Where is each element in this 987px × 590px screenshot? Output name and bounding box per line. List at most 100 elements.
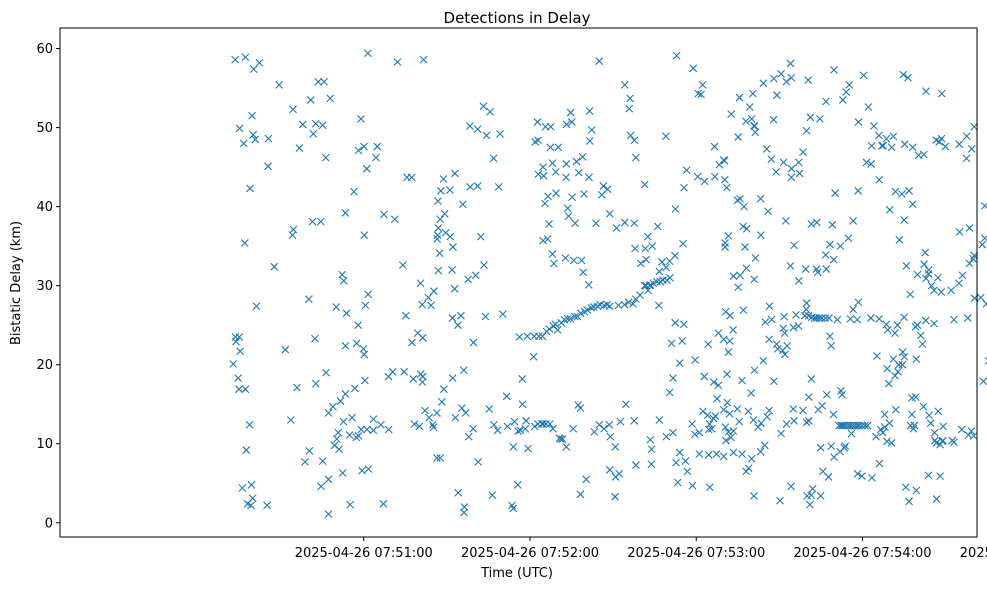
data-point-marker: [965, 224, 974, 232]
data-point-marker: [802, 305, 811, 314]
data-point-marker: [502, 392, 511, 401]
data-point-marker: [459, 200, 467, 209]
data-point-marker: [829, 255, 838, 264]
data-point-marker: [779, 324, 788, 333]
data-point-marker: [934, 407, 943, 416]
data-point-marker: [358, 466, 366, 475]
data-point-marker: [647, 460, 656, 469]
data-point-marker: [566, 108, 575, 117]
data-point-marker: [335, 445, 343, 454]
y-tick-label: 20: [36, 358, 53, 373]
data-point-marker: [546, 420, 554, 428]
data-point-marker: [816, 492, 825, 500]
data-point-marker: [861, 421, 869, 430]
data-point-marker: [885, 419, 894, 428]
data-point-marker: [930, 428, 939, 437]
data-point-marker: [410, 420, 419, 428]
data-point-marker: [895, 235, 904, 244]
data-point-marker: [825, 314, 833, 322]
data-point-marker: [384, 372, 393, 381]
data-point-marker: [235, 333, 244, 341]
data-point-marker: [875, 459, 884, 468]
data-point-marker: [342, 309, 351, 318]
data-point-marker: [854, 186, 863, 195]
data-point-marker: [469, 424, 478, 433]
data-point-marker: [819, 467, 827, 476]
data-point-marker: [636, 259, 645, 268]
data-point-marker: [919, 150, 928, 159]
data-point-marker: [905, 186, 913, 195]
data-point-marker: [893, 321, 902, 330]
data-point-marker: [332, 435, 341, 443]
data-point-marker: [675, 448, 684, 457]
data-point-marker: [662, 263, 670, 272]
data-point-marker: [773, 345, 782, 353]
data-point-marker: [605, 465, 614, 474]
data-point-marker: [606, 432, 615, 441]
data-point-marker: [745, 103, 754, 111]
data-point-marker: [898, 190, 906, 198]
data-point-marker: [317, 482, 325, 491]
data-point-marker: [568, 193, 577, 202]
data-point-marker: [910, 421, 919, 430]
data-point-marker: [543, 235, 552, 243]
data-point-marker: [539, 420, 548, 428]
data-point-marker: [595, 420, 604, 429]
data-point-marker: [691, 356, 700, 364]
data-point-marker: [350, 384, 359, 393]
data-point-marker: [238, 484, 247, 492]
data-point-marker: [844, 234, 853, 243]
data-point-marker: [515, 333, 524, 341]
data-point-marker: [900, 140, 909, 149]
data-point-marker: [481, 312, 490, 321]
data-point-marker: [629, 299, 637, 308]
data-point-marker: [364, 290, 373, 299]
data-point-marker: [576, 490, 585, 499]
data-point-marker: [777, 429, 785, 438]
data-point-marker: [329, 402, 337, 411]
data-point-marker: [416, 279, 425, 288]
data-point-marker: [513, 480, 522, 489]
data-point-marker: [562, 160, 571, 168]
data-point-marker: [830, 453, 838, 462]
data-point-marker: [415, 422, 424, 431]
data-point-marker: [711, 412, 720, 420]
data-point-marker: [739, 222, 747, 231]
x-tick-label: 2025-04-26 07:52:00: [461, 546, 599, 561]
data-point-marker: [710, 142, 719, 151]
data-point-marker: [437, 397, 446, 406]
data-point-marker: [357, 115, 365, 123]
data-point-marker: [643, 232, 652, 241]
data-point-marker: [759, 356, 768, 365]
data-point-marker: [757, 419, 766, 428]
data-point-marker: [782, 77, 791, 86]
data-point-marker: [760, 441, 769, 450]
data-point-marker: [322, 368, 330, 377]
data-point-marker: [249, 130, 258, 139]
data-point-marker: [459, 366, 468, 375]
data-point-marker: [360, 231, 369, 239]
data-point-marker: [822, 97, 830, 106]
data-point-marker: [704, 450, 713, 459]
data-point-marker: [595, 57, 604, 66]
data-point-marker: [697, 90, 705, 99]
data-point-marker: [380, 210, 388, 219]
data-point-marker: [855, 421, 864, 430]
data-point-marker: [275, 81, 284, 89]
data-point-marker: [907, 394, 916, 402]
data-point-marker: [311, 379, 320, 388]
data-point-marker: [950, 438, 958, 447]
data-point-marker: [605, 302, 614, 311]
data-point-marker: [756, 231, 765, 239]
data-point-marker: [523, 332, 532, 341]
data-point-marker: [921, 316, 930, 325]
data-point-marker: [889, 132, 898, 141]
data-point-marker: [735, 93, 744, 102]
data-point-marker: [320, 77, 328, 86]
data-point-marker: [539, 171, 548, 180]
data-point-marker: [833, 315, 842, 324]
data-point-marker: [585, 137, 594, 145]
data-point-marker: [705, 483, 714, 492]
data-point-marker: [339, 277, 348, 285]
